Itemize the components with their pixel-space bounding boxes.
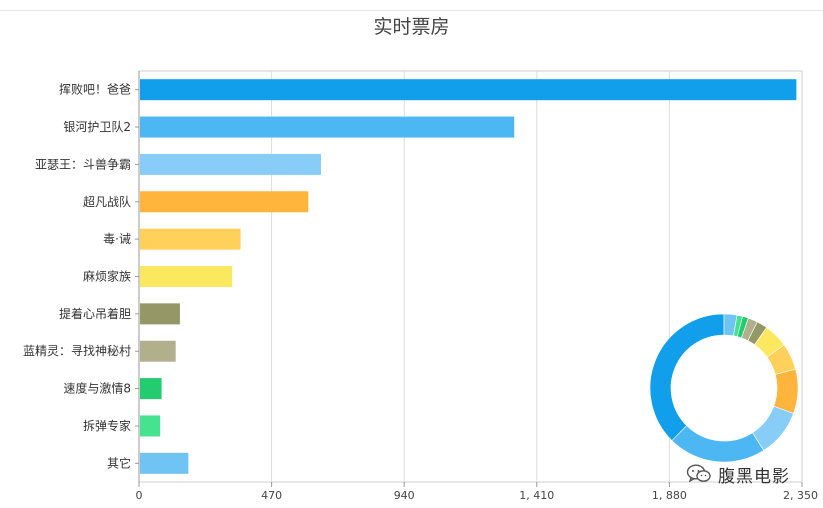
category-label: 麻烦家族	[83, 269, 131, 284]
wechat-icon	[686, 464, 711, 483]
bar	[140, 266, 233, 287]
watermark-text: 腹黑电影	[718, 466, 790, 487]
category-label: 其它	[107, 455, 131, 470]
bar	[140, 228, 241, 250]
category-label: 毒·诫	[103, 231, 131, 246]
x-tick-label: 940	[394, 489, 415, 502]
category-label: 挥败吧！爸爸	[59, 82, 131, 97]
bar	[140, 303, 180, 325]
x-tick-label: 2, 350	[783, 489, 818, 502]
category-label: 提着心吊着胆	[59, 306, 131, 321]
category-label: 银河护卫队2	[63, 119, 131, 134]
donut-slice	[723, 313, 738, 337]
bar	[140, 415, 161, 437]
x-tick-label: 1, 410	[519, 489, 554, 502]
category-label: 拆弹专家	[83, 418, 131, 433]
category-label: 亚瑟王：斗兽争霸	[35, 157, 131, 171]
bar	[140, 378, 162, 400]
donut-slice	[773, 368, 799, 414]
x-tick-label: 470	[261, 489, 282, 502]
bar	[140, 191, 309, 213]
category-label: 速度与激情8	[63, 381, 131, 396]
bar	[140, 79, 797, 101]
chart-title: 实时票房	[373, 16, 450, 38]
category-label: 超凡战队	[83, 194, 131, 209]
top-divider	[0, 10, 823, 11]
x-tick-label: 1, 880	[652, 489, 687, 502]
donut-slice	[671, 425, 765, 463]
donut-slice	[649, 313, 725, 442]
bar	[140, 452, 189, 474]
bar	[140, 153, 321, 175]
bar	[140, 340, 176, 362]
category-label: 蓝精灵：寻找神秘村	[23, 344, 131, 358]
watermark: 腹黑电影	[686, 462, 790, 487]
bar	[140, 116, 515, 138]
x-tick-label: 0	[136, 489, 143, 502]
